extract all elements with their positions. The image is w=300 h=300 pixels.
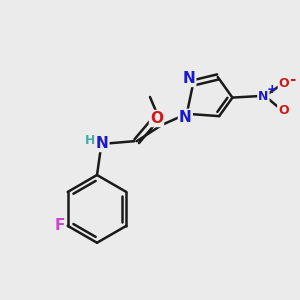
Text: -: - — [290, 72, 296, 87]
Text: +: + — [266, 83, 277, 96]
Text: N: N — [258, 90, 268, 103]
Text: O: O — [278, 104, 289, 117]
Text: O: O — [279, 77, 289, 90]
Text: N: N — [96, 136, 108, 151]
Text: O: O — [150, 111, 163, 126]
Text: N: N — [179, 110, 192, 125]
Text: F: F — [54, 218, 64, 233]
Text: N: N — [182, 71, 195, 86]
Text: H: H — [85, 134, 95, 147]
